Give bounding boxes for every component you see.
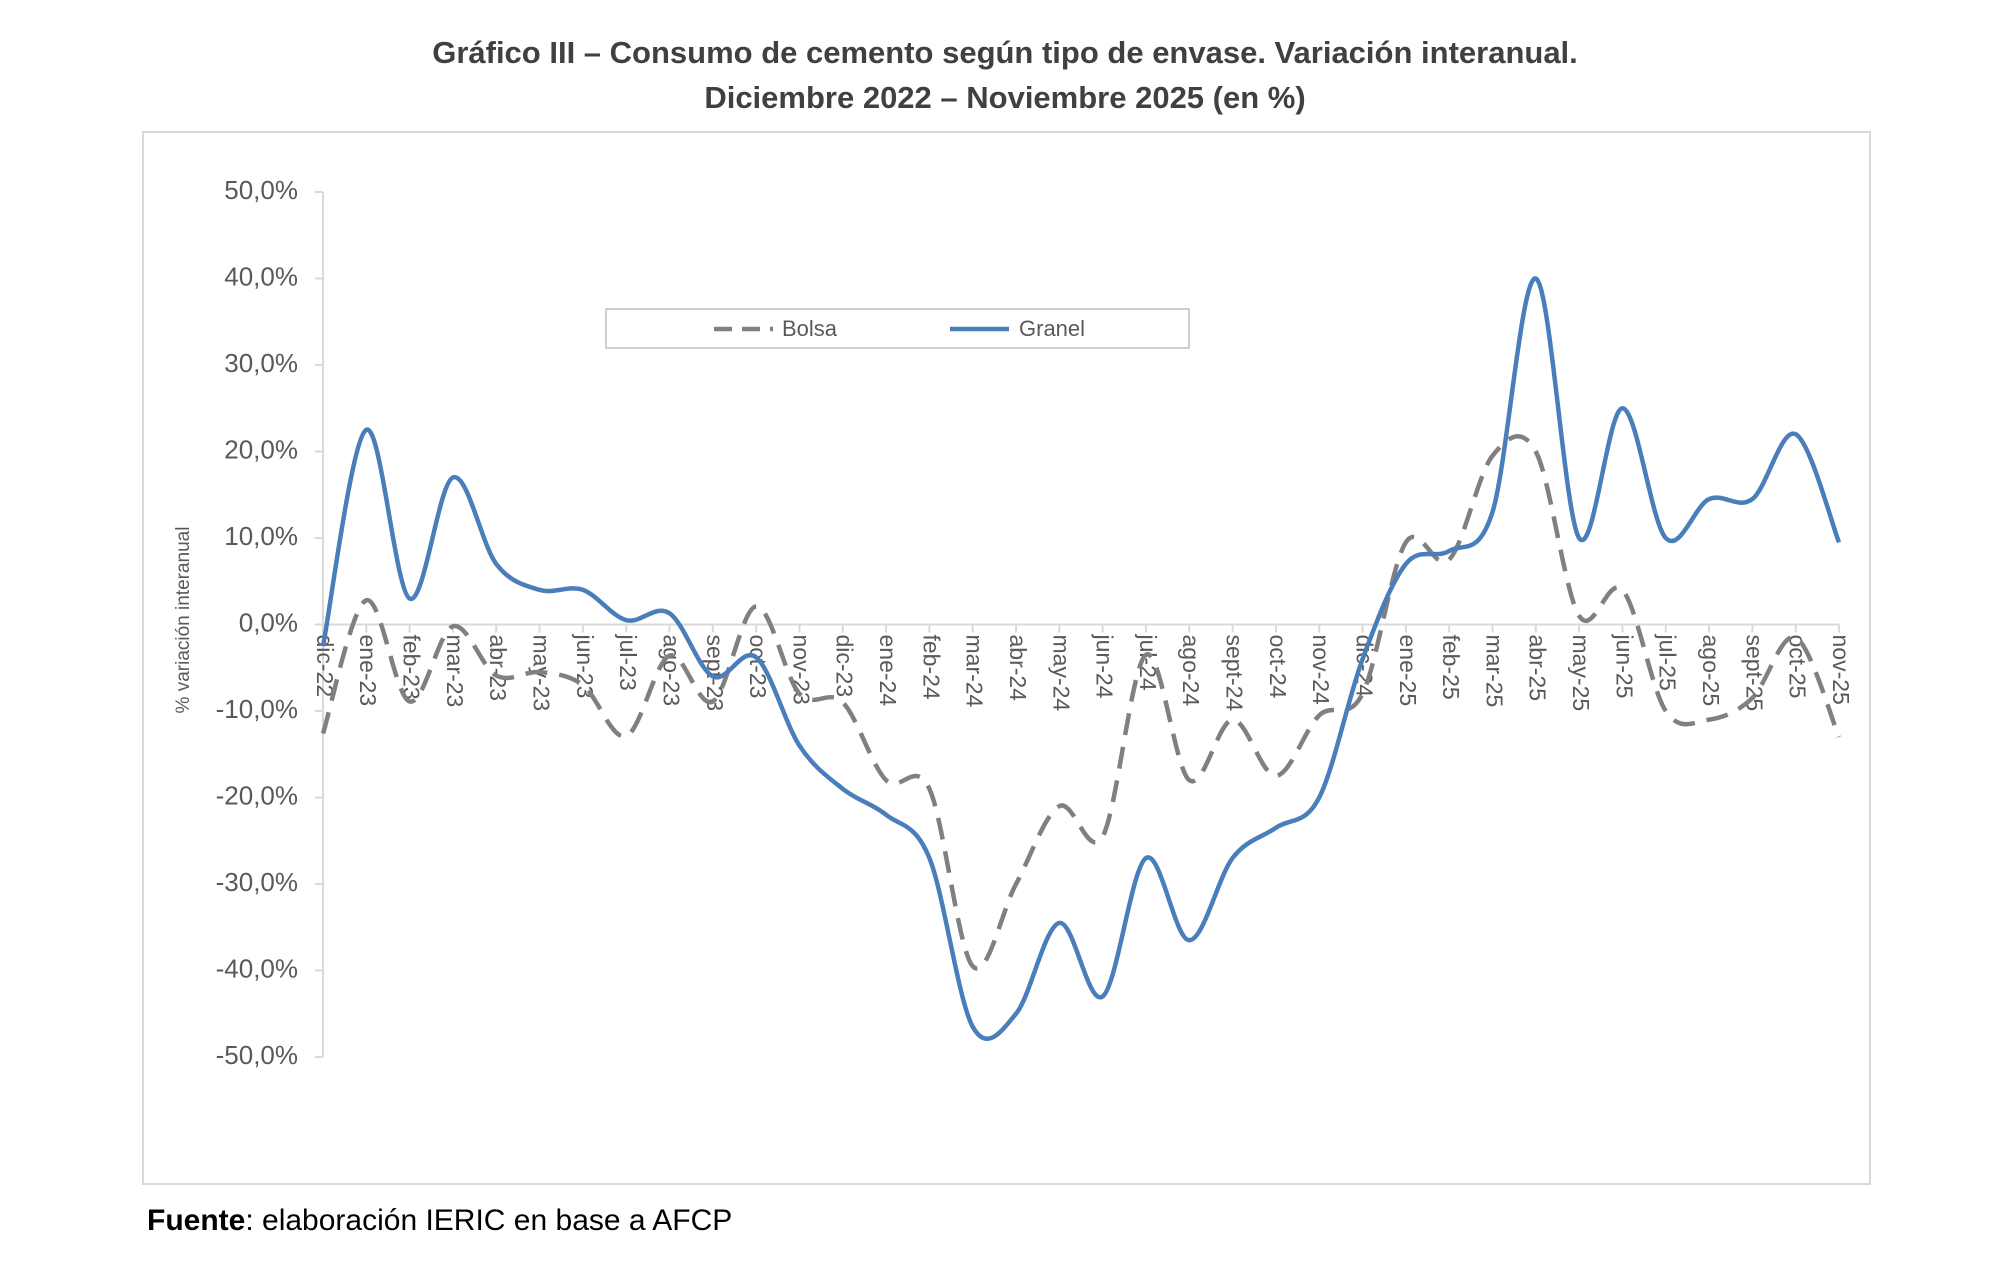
x-tick-label: feb-24	[918, 635, 944, 700]
y-tick-label: -40,0%	[216, 953, 298, 983]
x-tick-label: jun-23	[572, 634, 598, 699]
y-tick-label: -30,0%	[216, 867, 298, 897]
y-tick-label: 10,0%	[224, 521, 298, 551]
y-tick-label: 0,0%	[239, 607, 298, 637]
x-tick-label: mar-25	[1481, 635, 1507, 708]
x-tick-label: ene-25	[1395, 635, 1421, 707]
y-tick-label: 40,0%	[224, 261, 298, 291]
legend-label: Granel	[1019, 316, 1085, 341]
y-tick-label: 30,0%	[224, 348, 298, 378]
source-label: Fuente	[147, 1204, 245, 1237]
legend	[605, 308, 1190, 349]
x-tick-label: oct-23	[745, 635, 771, 699]
y-axis-title: % variación interanual	[173, 527, 194, 714]
x-tick-label: mar-24	[962, 635, 988, 708]
x-tick-label: oct-25	[1785, 635, 1811, 699]
x-tick-label: may-25	[1568, 635, 1594, 712]
x-tick-label: dic-23	[832, 635, 858, 698]
y-tick-label: -10,0%	[216, 694, 298, 724]
x-tick-label: sept-24	[1222, 635, 1248, 712]
x-tick-label: abr-24	[1005, 635, 1031, 702]
x-tick-label: jul-23	[615, 634, 641, 691]
x-tick-label: ago-25	[1698, 635, 1724, 707]
legend-label: Bolsa	[782, 316, 838, 341]
x-tick-label: oct-24	[1265, 635, 1291, 699]
x-tick-label: jul-24	[1135, 634, 1161, 691]
chart-title: Gráfico III – Consumo de cemento según t…	[432, 35, 1578, 70]
series-line	[320, 434, 1842, 971]
x-tick-label: nov-24	[1308, 635, 1334, 706]
chart-subtitle: Diciembre 2022 – Noviembre 2025 (en %)	[704, 80, 1305, 115]
x-tick-label: nov-25	[1828, 635, 1854, 705]
x-tick-label: jul-25	[1655, 634, 1681, 691]
x-tick-label: ago-23	[658, 635, 684, 707]
source-text: : elaboración IERIC en base a AFCP	[245, 1204, 732, 1237]
y-tick-label: -50,0%	[216, 1040, 298, 1070]
y-tick-label: -20,0%	[216, 780, 298, 810]
x-tick-label: ene-23	[355, 635, 381, 707]
x-tick-label: ago-24	[1178, 635, 1204, 707]
y-tick-label: 50,0%	[224, 175, 298, 205]
x-tick-label: jun-25	[1611, 634, 1637, 699]
plot-frame	[142, 131, 1871, 1185]
x-tick-label: sept-25	[1741, 635, 1767, 712]
x-tick-label: feb-25	[1438, 635, 1464, 700]
x-tick-label: abr-23	[485, 635, 511, 701]
x-tick-label: may-24	[1048, 635, 1074, 712]
x-tick-label: mar-23	[442, 635, 468, 708]
x-tick-label: abr-25	[1525, 635, 1551, 701]
x-tick-label: jun-24	[1092, 634, 1118, 699]
y-tick-label: 20,0%	[224, 434, 298, 464]
series-line	[320, 276, 1842, 1041]
x-tick-label: ene-24	[875, 635, 901, 707]
source-note: Fuente: elaboración IERIC en base a AFCP	[147, 1204, 732, 1237]
